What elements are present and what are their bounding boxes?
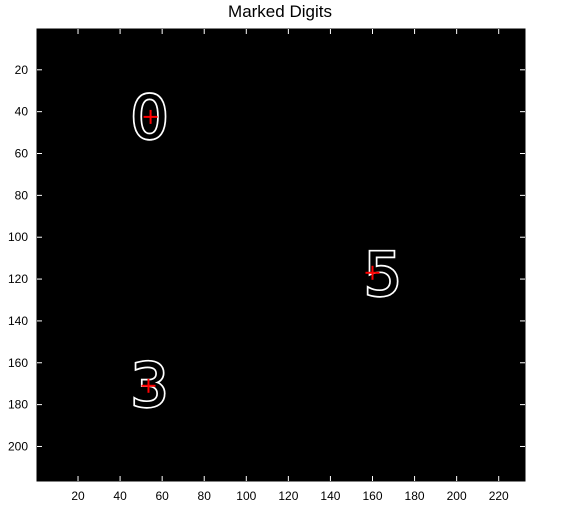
y-tick-label: 60	[15, 147, 29, 161]
digit-0: 0	[130, 83, 168, 153]
y-tick-label: 100	[8, 230, 28, 244]
y-tick-label: 140	[8, 314, 28, 328]
y-tick-label: 80	[15, 188, 29, 202]
x-tick-label: 40	[113, 489, 127, 503]
x-axis: 20 40 60 80 100 120 140 160 180 200 220	[36, 28, 526, 503]
centroid-marker	[365, 265, 380, 280]
centroid-marker	[141, 378, 156, 393]
y-tick-label: 20	[15, 63, 29, 77]
chart-title: Marked Digits	[228, 2, 332, 21]
x-tick-label: 140	[320, 489, 340, 503]
y-tick-label: 160	[8, 356, 28, 370]
y-tick-label: 180	[8, 398, 28, 412]
y-tick-label: 120	[8, 272, 28, 286]
x-tick-label: 220	[489, 489, 509, 503]
x-tick-label: 200	[447, 489, 467, 503]
digit-5: 5	[364, 240, 402, 310]
marker-layer	[141, 109, 380, 393]
x-tick-label: 80	[198, 489, 212, 503]
y-axis: 20 40 60 80 100 120 140 160 180 200	[8, 63, 525, 453]
x-tick-label: 100	[236, 489, 256, 503]
image-axes	[37, 29, 525, 481]
y-tick-label: 40	[15, 105, 29, 119]
x-tick-label: 180	[405, 489, 425, 503]
x-tick-label: 20	[71, 489, 85, 503]
x-tick-label: 60	[155, 489, 169, 503]
x-tick-label: 160	[362, 489, 382, 503]
axes-frame	[36, 28, 526, 482]
centroid-marker	[143, 109, 158, 124]
x-tick-label: 120	[278, 489, 298, 503]
y-tick-label: 200	[8, 439, 28, 453]
